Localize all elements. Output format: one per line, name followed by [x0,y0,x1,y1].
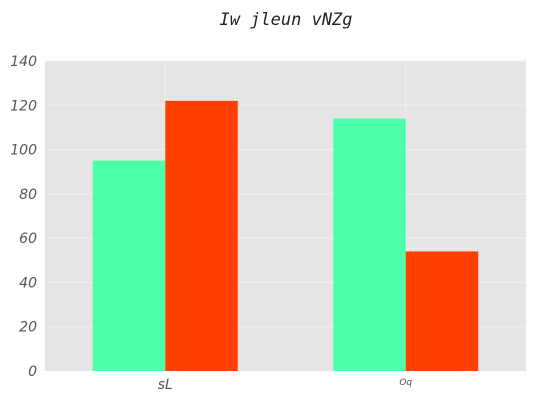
bars [92,100,479,371]
y-tick-label: 60 [19,231,37,247]
y-tick-label: 120 [10,98,37,114]
y-tick-label: 20 [19,320,37,336]
y-tick-label: 80 [19,187,37,203]
y-tick-label: 100 [10,143,37,159]
x-tick-label: sL [158,377,173,393]
bar [405,251,479,371]
x-tick-label: Oq [399,378,412,388]
bar [92,160,166,371]
y-tick-label: 40 [19,275,37,291]
x-axis: sL Oq [158,377,413,393]
y-tick-label: 140 [10,54,37,70]
bar [333,118,406,371]
bar [165,100,238,371]
chart-title: Iw jleun vNZg [219,10,352,30]
y-tick-label: 0 [28,364,37,380]
y-axis: 0 20 40 60 80 100 120 140 [10,54,37,380]
